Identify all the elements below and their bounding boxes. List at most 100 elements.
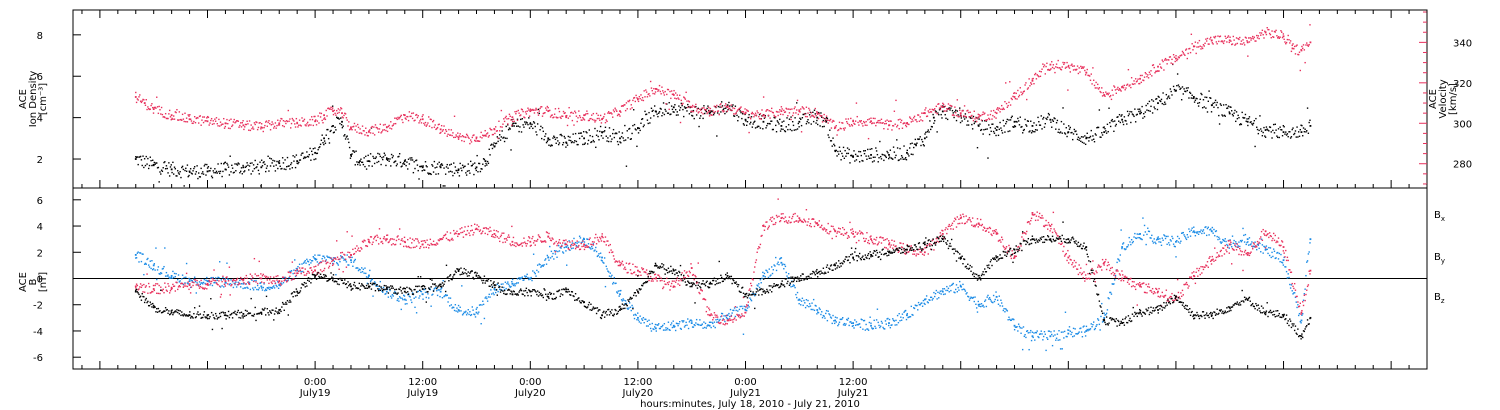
density-marker	[746, 121, 749, 123]
density-marker	[714, 105, 716, 108]
velocity-marker	[1154, 72, 1156, 74]
velocity-marker	[533, 112, 536, 114]
by-marker	[268, 286, 270, 289]
density-marker	[842, 155, 844, 157]
by-marker	[164, 275, 167, 277]
density-marker	[301, 152, 303, 155]
velocity-marker	[293, 120, 295, 122]
density-marker	[905, 159, 908, 161]
density-marker	[510, 149, 512, 151]
density-marker	[595, 146, 597, 149]
by-marker	[772, 269, 775, 271]
velocity-marker	[797, 113, 800, 116]
density-marker	[469, 172, 471, 174]
velocity-marker	[181, 113, 184, 116]
velocity-marker	[774, 115, 776, 118]
velocity-marker	[831, 121, 833, 123]
by-marker	[940, 293, 942, 295]
by-marker	[837, 324, 839, 327]
by-marker	[525, 275, 528, 278]
velocity-marker	[1256, 37, 1259, 39]
density-marker	[663, 113, 666, 116]
density-marker	[670, 113, 672, 115]
density-marker	[1222, 115, 1224, 117]
by-marker	[1011, 318, 1013, 320]
by-marker	[833, 322, 836, 325]
by-marker	[611, 274, 613, 277]
by-marker	[565, 250, 567, 252]
velocity-marker	[1206, 37, 1209, 40]
velocity-marker	[308, 124, 310, 126]
density-marker	[485, 162, 487, 165]
velocity-marker	[1197, 42, 1199, 44]
by-marker	[394, 290, 396, 293]
by-marker	[156, 278, 158, 281]
velocity-marker	[437, 123, 440, 126]
by-marker	[331, 262, 334, 265]
density-marker	[457, 171, 459, 174]
by-marker	[164, 247, 166, 249]
by-marker	[914, 304, 917, 306]
density-marker	[779, 118, 781, 121]
velocity-marker	[604, 121, 607, 124]
by-marker	[798, 302, 800, 305]
by-marker	[189, 286, 192, 289]
velocity-marker	[233, 118, 235, 121]
density-marker	[498, 137, 500, 140]
by-marker	[1307, 253, 1310, 255]
velocity-marker	[319, 116, 322, 118]
density-point	[484, 160, 487, 162]
velocity-marker	[727, 105, 729, 107]
by-marker	[1224, 238, 1226, 240]
by-marker	[201, 282, 203, 284]
by-marker	[817, 311, 820, 314]
velocity-marker	[1093, 84, 1096, 87]
velocity-marker	[1300, 48, 1302, 51]
by-marker	[694, 324, 696, 327]
density-marker	[653, 105, 656, 107]
by-marker	[936, 298, 938, 300]
by-marker	[488, 293, 490, 296]
velocity-marker	[549, 109, 551, 112]
bz-marker	[143, 291, 146, 293]
by-marker	[1050, 331, 1052, 333]
density-marker	[156, 167, 159, 169]
density-marker	[741, 113, 744, 115]
density-marker	[588, 129, 591, 131]
by-marker	[704, 326, 706, 329]
velocity-marker	[1111, 89, 1113, 91]
by-marker	[1031, 331, 1034, 333]
velocity-marker	[481, 137, 483, 139]
density-marker	[643, 124, 645, 126]
velocity-marker	[568, 106, 570, 109]
velocity-marker	[407, 115, 409, 118]
velocity-point	[260, 126, 263, 129]
density-marker	[1195, 97, 1197, 100]
by-marker	[754, 294, 756, 297]
velocity-marker	[422, 114, 424, 116]
density-marker	[318, 146, 320, 149]
by-marker	[686, 324, 688, 326]
density-marker	[1155, 98, 1157, 100]
by-marker	[316, 261, 319, 263]
density-marker	[1038, 121, 1040, 123]
by-marker	[1230, 243, 1232, 246]
density-marker	[662, 112, 664, 114]
density-marker	[1019, 116, 1021, 118]
by-marker	[1260, 251, 1262, 253]
velocity-marker	[149, 108, 151, 110]
by-marker	[232, 286, 235, 289]
density-marker	[624, 124, 626, 127]
velocity-marker	[632, 97, 635, 99]
velocity-marker	[582, 118, 585, 120]
density-marker	[1260, 130, 1263, 132]
velocity-marker	[769, 117, 771, 119]
by-marker	[374, 282, 377, 284]
velocity-marker	[1205, 38, 1207, 40]
velocity-marker	[1009, 104, 1012, 106]
by-marker	[372, 295, 374, 297]
bz-marker	[195, 284, 197, 286]
velocity-marker	[947, 103, 950, 105]
by-marker	[157, 266, 160, 268]
velocity-marker	[926, 115, 929, 117]
